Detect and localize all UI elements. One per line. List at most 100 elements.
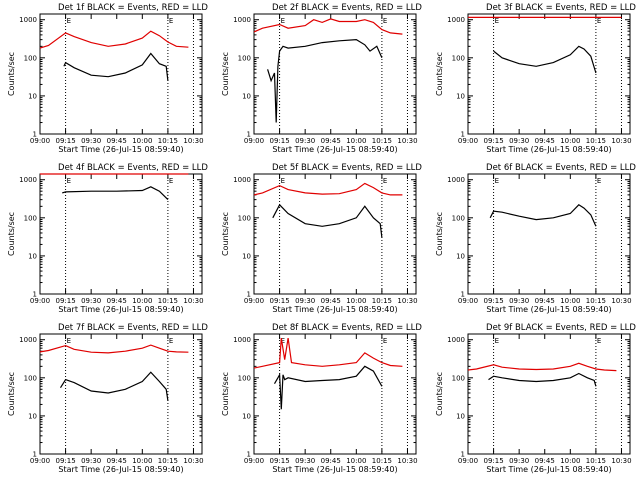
- y-tick-label: 100: [452, 374, 465, 382]
- x-tick-label: 10:30: [611, 457, 631, 465]
- x-tick-label: 09:45: [321, 297, 341, 305]
- y-tick-label: 100: [238, 214, 251, 222]
- x-axis-label: Start Time (26-Jul-15 08:59:40): [486, 145, 611, 154]
- x-tick-label: 10:30: [183, 137, 203, 145]
- x-tick-label: 09:30: [509, 457, 529, 465]
- y-tick-label: 10: [242, 92, 251, 100]
- x-tick-label: 10:30: [397, 137, 417, 145]
- x-tick-label: 10:15: [158, 137, 178, 145]
- x-tick-label: 09:00: [244, 137, 264, 145]
- plot-title: Det 9f BLACK = Events, RED = LLD: [486, 323, 636, 333]
- x-axis-label: Start Time (26-Jul-15 08:59:40): [272, 145, 397, 154]
- series-line-events: [267, 38, 383, 123]
- x-tick-label: 10:00: [560, 297, 580, 305]
- x-axis-label: Start Time (26-Jul-15 08:59:40): [486, 465, 611, 474]
- x-tick-label: 09:30: [509, 297, 529, 305]
- x-tick-label: 09:15: [483, 297, 503, 305]
- x-tick-label: 10:15: [586, 137, 606, 145]
- x-tick-label: 09:15: [55, 457, 75, 465]
- x-tick-label: 10:30: [397, 457, 417, 465]
- series-line-lld: [253, 18, 403, 35]
- x-tick-label: 09:45: [107, 137, 127, 145]
- y-tick-label: 10: [242, 412, 251, 420]
- y-tick-label: 1000: [233, 16, 251, 24]
- plot-frame: [467, 13, 631, 135]
- x-tick-label: 10:00: [560, 457, 580, 465]
- plot-title: Det 1f BLACK = Events, RED = LLD: [58, 3, 208, 13]
- plot-title: Det 2f BLACK = Events, RED = LLD: [272, 3, 422, 13]
- plot-panel: Det 2f BLACK = Events, RED = LLD 1 10 100 10…: [221, 3, 422, 154]
- y-axis-label: Counts/sec: [7, 372, 16, 416]
- x-axis-label: Start Time (26-Jul-15 08:59:40): [58, 465, 183, 474]
- y-axis-label: Counts/sec: [435, 372, 444, 416]
- y-tick-label: 1: [33, 131, 37, 139]
- series-line-events: [62, 186, 169, 201]
- x-tick-label: 09:00: [458, 297, 478, 305]
- plot-frame: [467, 333, 631, 455]
- plot-title: Det 7f BLACK = Events, RED = LLD: [58, 323, 208, 333]
- y-tick-label: 1: [33, 291, 37, 299]
- x-tick-label: 09:00: [458, 137, 478, 145]
- x-axis-label: Start Time (26-Jul-15 08:59:40): [58, 305, 183, 314]
- x-tick-label: 10:30: [183, 297, 203, 305]
- x-tick-label: 09:00: [244, 297, 264, 305]
- x-tick-label: 10:15: [586, 297, 606, 305]
- x-tick-label: 09:15: [55, 297, 75, 305]
- x-axis-label: Start Time (26-Jul-15 08:59:40): [272, 305, 397, 314]
- y-tick-label: 10: [456, 252, 465, 260]
- time-marker-label: E: [597, 177, 601, 185]
- x-tick-label: 09:45: [535, 297, 555, 305]
- x-tick-label: 09:30: [81, 297, 101, 305]
- plot-frame: [253, 173, 417, 295]
- x-axis-label: Start Time (26-Jul-15 08:59:40): [486, 305, 611, 314]
- x-tick-label: 09:00: [30, 137, 50, 145]
- x-tick-label: 10:00: [132, 297, 152, 305]
- x-tick-label: 09:45: [107, 457, 127, 465]
- x-axis-label: Start Time (26-Jul-15 08:59:40): [272, 465, 397, 474]
- x-tick-label: 10:00: [346, 297, 366, 305]
- x-tick-label: 09:30: [295, 457, 315, 465]
- x-tick-label: 10:15: [372, 297, 392, 305]
- plot-panel: Det 7f BLACK = Events, RED = LLD 1 10 100 10…: [7, 323, 208, 474]
- plot-frame: [39, 333, 203, 455]
- y-tick-label: 1: [461, 451, 465, 459]
- plot-panel: Det 5f BLACK = Events, RED = LLD 1 10 100 10…: [221, 163, 422, 314]
- time-marker-label: E: [67, 337, 71, 345]
- plot-panel: Det 9f BLACK = Events, RED = LLD 1 10 100 10…: [435, 323, 636, 474]
- x-tick-label: 10:00: [346, 137, 366, 145]
- plot-frame: [253, 13, 417, 135]
- x-tick-label: 09:00: [30, 457, 50, 465]
- plot-title: Det 8f BLACK = Events, RED = LLD: [272, 323, 422, 333]
- time-marker-label: E: [169, 177, 173, 185]
- y-tick-label: 1000: [447, 176, 465, 184]
- plot-frame: [39, 13, 203, 135]
- series-line-lld: [39, 30, 189, 49]
- y-tick-label: 1000: [447, 336, 465, 344]
- plot-title: Det 6f BLACK = Events, RED = LLD: [486, 163, 636, 173]
- plot-panel: Det 3f BLACK = Events, RED = LLD 1 10 100 10…: [435, 3, 636, 154]
- x-tick-label: 10:00: [346, 457, 366, 465]
- plot-title: Det 5f BLACK = Events, RED = LLD: [272, 163, 422, 173]
- y-tick-label: 100: [24, 374, 37, 382]
- x-tick-label: 10:30: [611, 137, 631, 145]
- y-tick-label: 100: [24, 54, 37, 62]
- y-tick-label: 100: [452, 54, 465, 62]
- x-tick-label: 10:15: [372, 137, 392, 145]
- y-tick-label: 1000: [19, 16, 37, 24]
- y-tick-label: 10: [456, 412, 465, 420]
- x-tick-label: 09:30: [509, 137, 529, 145]
- x-tick-label: 09:00: [30, 297, 50, 305]
- x-tick-label: 10:30: [611, 297, 631, 305]
- y-tick-label: 1: [461, 131, 465, 139]
- y-tick-label: 10: [242, 252, 251, 260]
- y-tick-label: 1: [247, 291, 251, 299]
- x-tick-label: 09:15: [269, 137, 289, 145]
- time-marker-label: E: [597, 337, 601, 345]
- x-tick-label: 09:45: [535, 457, 555, 465]
- y-tick-label: 1000: [19, 336, 37, 344]
- y-axis-label: Counts/sec: [435, 52, 444, 96]
- time-marker-label: E: [383, 177, 387, 185]
- x-tick-label: 09:45: [535, 137, 555, 145]
- x-tick-label: 09:00: [458, 457, 478, 465]
- y-axis-label: Counts/sec: [221, 52, 230, 96]
